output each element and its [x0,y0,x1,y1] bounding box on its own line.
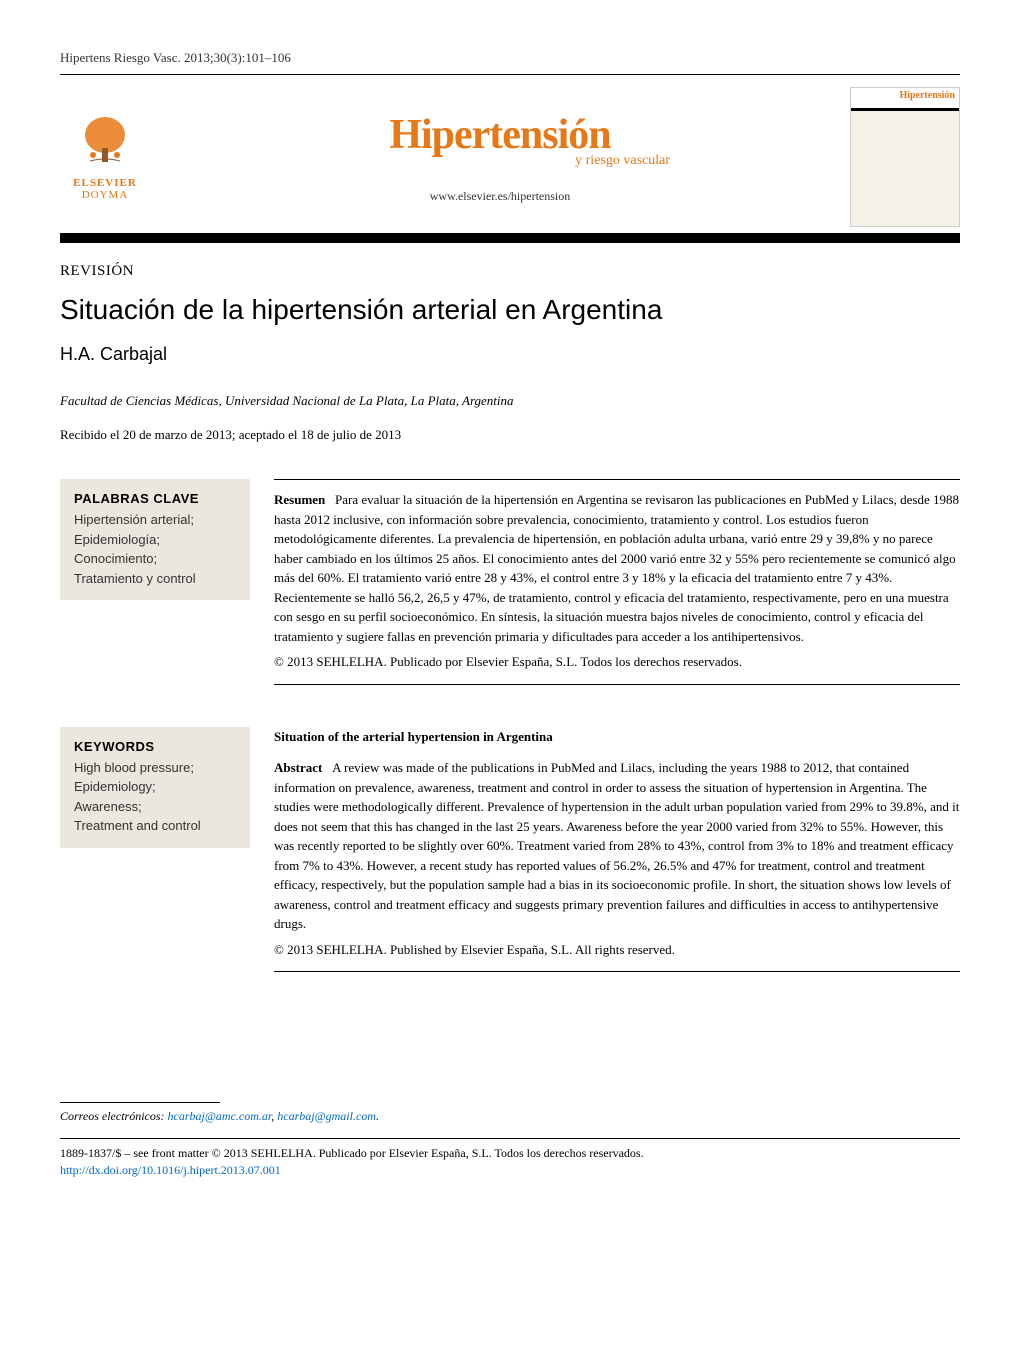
email-link-1[interactable]: hcarbaj@amc.com.ar [168,1109,272,1123]
doi-line: http://dx.doi.org/10.1016/j.hipert.2013.… [60,1162,960,1179]
affiliation: Facultad de Ciencias Médicas, Universida… [60,393,960,409]
abstract-rule-bottom [274,684,960,685]
journal-cover-thumbnail: Hipertensión [850,87,960,227]
spanish-abstract-content: Resumen Para evaluar la situación de la … [274,479,960,695]
spanish-abstract-label: Resumen [274,492,325,507]
publisher-sub: DOYMA [60,189,150,201]
journal-center-block: Hipertensión y riesgo vascular www.elsev… [150,111,850,204]
english-abstract-paragraph: Abstract A review was made of the public… [274,758,960,934]
spanish-abstract-block: PALABRAS CLAVE Hipertensión arterial; Ep… [60,479,960,695]
top-rule [60,74,960,75]
english-keywords-box: KEYWORDS High blood pressure; Epidemiolo… [60,727,250,848]
english-copyright: © 2013 SEHLELHA. Published by Elsevier E… [274,940,960,960]
bottom-section: Correos electrónicos: hcarbaj@amc.com.ar… [60,1102,960,1179]
correos-label: Correos electrónicos: [60,1109,165,1123]
dates: Recibido el 20 de marzo de 2013; aceptad… [60,427,960,443]
authors: H.A. Carbajal [60,344,960,365]
spanish-keywords-heading: PALABRAS CLAVE [74,491,236,506]
english-abstract-block: KEYWORDS High blood pressure; Epidemiolo… [60,727,960,983]
email-link-2[interactable]: hcarbaj@gmail.com [277,1109,376,1123]
spanish-keywords-list: Hipertensión arterial; Epidemiología; Co… [74,510,236,588]
header-row: ELSEVIER DOYMA Hipertensión y riesgo vas… [60,87,960,227]
publisher-logo: ELSEVIER DOYMA [60,113,150,201]
english-keywords-list: High blood pressure; Epidemiology; Aware… [74,758,236,836]
spanish-copyright: © 2013 SEHLELHA. Publicado por Elsevier … [274,652,960,672]
journal-url[interactable]: www.elsevier.es/hipertension [150,189,850,204]
spanish-keywords-box: PALABRAS CLAVE Hipertensión arterial; Ep… [60,479,250,600]
english-keywords-heading: KEYWORDS [74,739,236,754]
spanish-abstract-text: Para evaluar la situación de la hiperten… [274,492,959,644]
thick-rule [60,233,960,243]
article-type: REVISIÓN [60,263,960,280]
cover-bar [851,108,959,111]
issn-line: 1889-1837/$ – see front matter © 2013 SE… [60,1145,960,1162]
cover-title: Hipertensión [899,90,955,101]
spanish-abstract-paragraph: Resumen Para evaluar la situación de la … [274,490,960,646]
english-abstract-text: A review was made of the publications in… [274,760,959,931]
english-title: Situation of the arterial hypertension i… [274,727,960,747]
correos-line: Correos electrónicos: hcarbaj@amc.com.ar… [60,1109,960,1124]
citation-text: Hipertens Riesgo Vasc. 2013;30(3):101–10… [60,50,960,66]
abstract-rule-bottom-en [274,971,960,972]
journal-title: Hipertensión [150,111,850,159]
publisher-name: ELSEVIER [60,177,150,189]
abstract-rule-top [274,479,960,480]
english-abstract-label: Abstract [274,760,322,775]
elsevier-tree-icon [75,113,135,173]
bottom-rule-full [60,1138,960,1139]
doi-link[interactable]: http://dx.doi.org/10.1016/j.hipert.2013.… [60,1163,281,1177]
english-abstract-content: Situation of the arterial hypertension i… [274,727,960,983]
article-title: Situación de la hipertensión arterial en… [60,294,960,326]
bottom-rule-short [60,1102,220,1103]
